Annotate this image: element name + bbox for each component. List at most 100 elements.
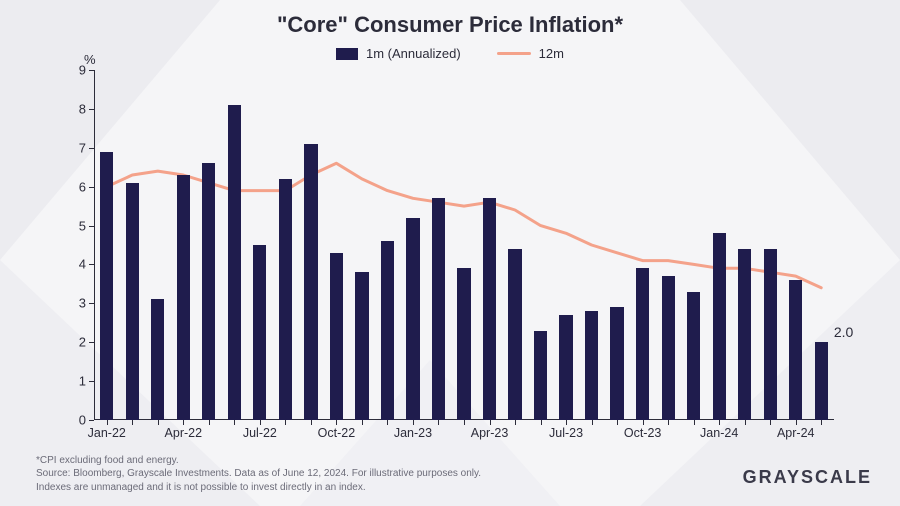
x-tick-mark [438,420,439,425]
x-tick: Jul-22 [243,426,277,440]
footnote-2: Source: Bloomberg, Grayscale Investments… [36,467,481,481]
bar [177,175,190,420]
x-tick-mark [719,420,720,425]
legend-item-bar: 1m (Annualized) [336,46,461,61]
bar [304,144,317,420]
y-tick: 5 [56,218,86,233]
bar [432,198,445,420]
y-tick-mark [89,148,94,149]
x-tick-mark [821,420,822,425]
x-tick: Apr-22 [165,426,203,440]
x-tick-mark [617,420,618,425]
bar [253,245,266,420]
y-tick-mark [89,70,94,71]
legend-line-label: 12m [539,46,564,61]
bar [764,249,777,420]
chart-area: 0123456789Jan-22Apr-22Jul-22Oct-22Jan-23… [94,70,834,420]
bar [202,163,215,420]
bar [636,268,649,420]
bar [585,311,598,420]
x-tick: Oct-22 [318,426,356,440]
x-tick-mark [362,420,363,425]
y-tick-mark [89,381,94,382]
bar [406,218,419,420]
y-tick: 1 [56,374,86,389]
bar [559,315,572,420]
x-tick-mark [158,420,159,425]
x-tick-mark [515,420,516,425]
x-tick: Apr-23 [471,426,509,440]
x-tick-mark [464,420,465,425]
y-tick: 2 [56,335,86,350]
y-tick-mark [89,303,94,304]
line-swatch-icon [497,52,531,55]
x-tick-mark [260,420,261,425]
footnote-3: Indexes are unmanaged and it is not poss… [36,481,481,495]
bar [687,292,700,420]
bar [662,276,675,420]
y-tick-mark [89,264,94,265]
x-tick-mark [234,420,235,425]
bar [228,105,241,420]
bar [738,249,751,420]
y-tick: 6 [56,179,86,194]
footnotes: *CPI excluding food and energy. Source: … [36,454,481,495]
chart-title: "Core" Consumer Price Inflation* [0,12,900,38]
x-tick: Apr-24 [777,426,815,440]
bar [100,152,113,420]
x-tick-mark [694,420,695,425]
legend-bar-label: 1m (Annualized) [366,46,461,61]
x-tick-mark [745,420,746,425]
bar [381,241,394,420]
bar [534,331,547,420]
bar [610,307,623,420]
x-tick-mark [770,420,771,425]
bar [508,249,521,420]
y-tick: 0 [56,413,86,428]
x-tick-mark [209,420,210,425]
x-tick-mark [311,420,312,425]
legend-item-line: 12m [497,46,564,61]
bar [789,280,802,420]
x-tick: Jan-22 [88,426,126,440]
bar [330,253,343,420]
x-tick-mark [490,420,491,425]
x-tick-mark [132,420,133,425]
bar [126,183,139,420]
legend: 1m (Annualized) 12m [0,46,900,61]
bar [457,268,470,420]
x-tick: Jan-24 [700,426,738,440]
bar [483,198,496,420]
bar [279,179,292,420]
x-tick-mark [387,420,388,425]
x-tick-mark [413,420,414,425]
y-tick-mark [89,342,94,343]
bar-swatch-icon [336,48,358,60]
brand-logo: GRAYSCALE [743,467,872,488]
x-tick: Jan-23 [394,426,432,440]
footnote-1: *CPI excluding food and energy. [36,454,481,468]
y-tick-mark [89,226,94,227]
y-tick: 9 [56,63,86,78]
y-tick: 4 [56,257,86,272]
x-tick-mark [285,420,286,425]
x-tick-mark [566,420,567,425]
x-tick-mark [107,420,108,425]
x-tick-mark [541,420,542,425]
y-tick: 3 [56,296,86,311]
bar [151,299,164,420]
y-tick-mark [89,109,94,110]
x-tick-mark [643,420,644,425]
x-tick-mark [183,420,184,425]
x-tick: Jul-23 [549,426,583,440]
bar [713,233,726,420]
x-tick-mark [796,420,797,425]
y-tick-mark [89,187,94,188]
y-tick: 7 [56,140,86,155]
x-tick-mark [592,420,593,425]
x-tick: Oct-23 [624,426,662,440]
bar [815,342,828,420]
bar [355,272,368,420]
y-tick-mark [89,420,94,421]
y-tick: 8 [56,101,86,116]
